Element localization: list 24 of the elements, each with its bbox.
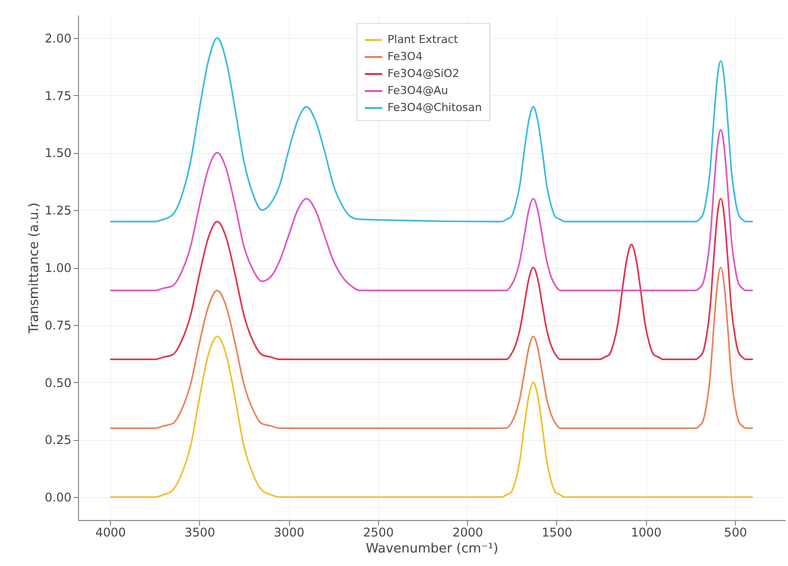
x-tick-label: 3500	[184, 526, 216, 540]
x-tick-label: 4000	[95, 526, 126, 540]
y-tick-label: 1.00	[44, 261, 72, 275]
x-axis-title: Wavenumber (cm⁻¹)	[366, 542, 498, 556]
legend-label: Fe3O4@Chitosan	[388, 101, 482, 114]
legend-label: Fe3O4@SiO2	[388, 67, 460, 80]
x-tick-label: 1500	[542, 526, 572, 540]
y-tick-label: 0.75	[44, 318, 72, 332]
y-tick-label: 1.50	[44, 146, 72, 160]
x-tick-label: 1000	[630, 526, 662, 540]
y-tick-label: 0.25	[44, 433, 72, 448]
y-tick-label: 2.00	[44, 31, 72, 46]
y-tick-label: 0.00	[44, 490, 72, 505]
legend-label: Plant Extract	[388, 33, 459, 46]
x-tick-label: 3000	[274, 526, 304, 540]
y-tick-label: 1.25	[44, 204, 72, 218]
legend-label: Fe3O4@Au	[388, 84, 448, 97]
y-tick-label: 0.50	[44, 376, 72, 390]
y-tick-label: 1.75	[44, 88, 72, 103]
x-tick-label: 2500	[363, 526, 394, 540]
legend-label: Fe3O4	[388, 50, 423, 63]
x-tick-label: 2000	[452, 526, 483, 540]
y-axis-title: Transmittance (a.u.)	[26, 202, 42, 334]
x-tick-label: 500	[724, 526, 747, 540]
